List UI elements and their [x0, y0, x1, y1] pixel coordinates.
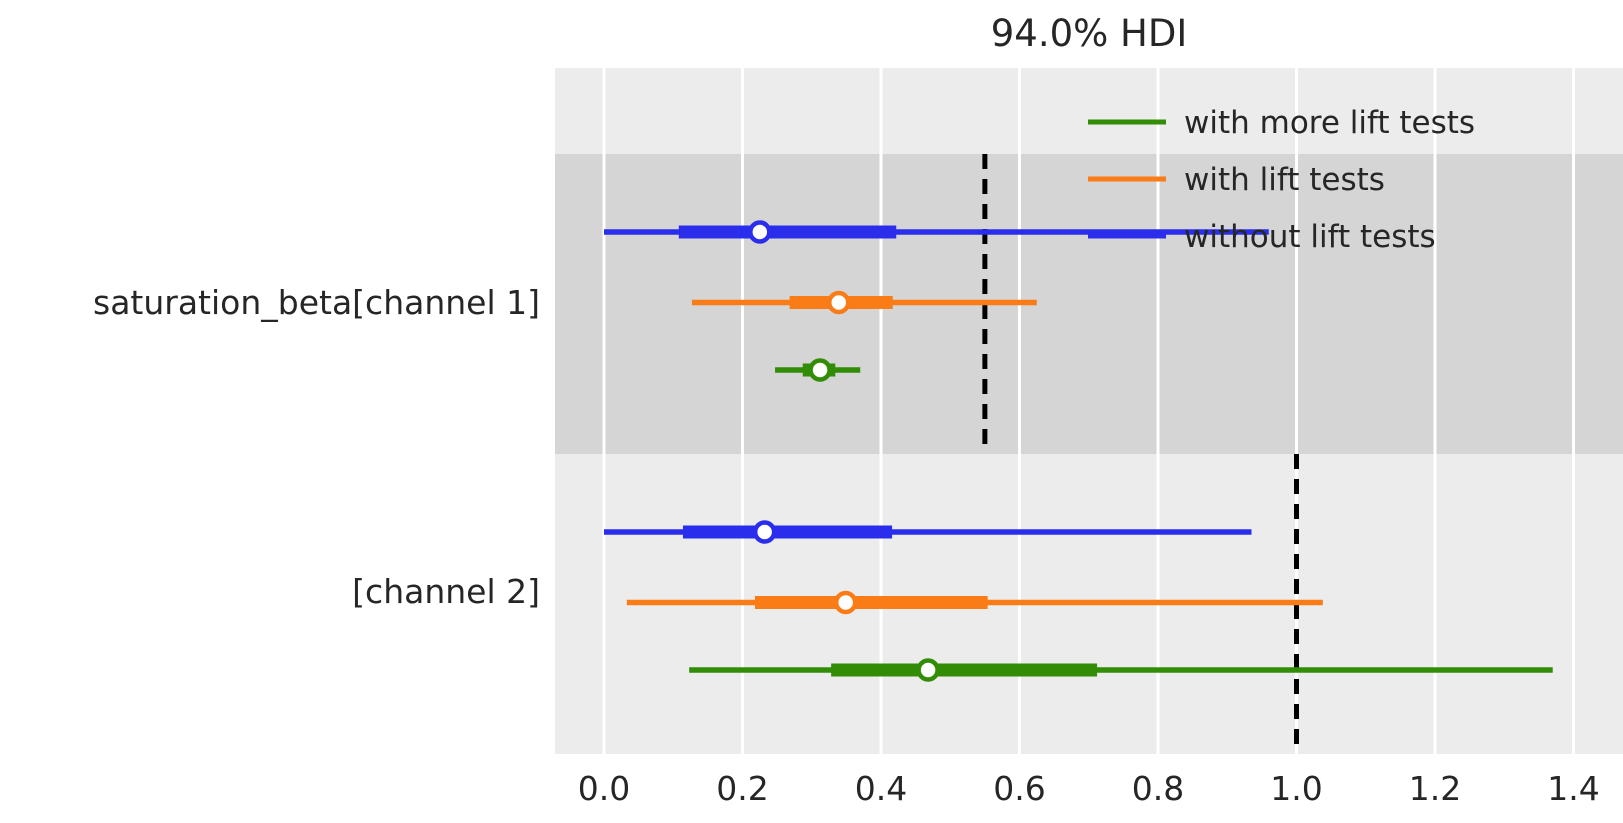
median-marker: [808, 358, 832, 382]
x-tick-label: 1.2: [1409, 769, 1461, 808]
x-tick-label: 1.4: [1547, 769, 1599, 808]
median-marker: [748, 220, 772, 244]
x-tick-label: 1.0: [1270, 769, 1322, 808]
median-marker: [752, 520, 777, 544]
legend-label: with lift tests: [1184, 162, 1385, 198]
y-axis-label-channel-2: [channel 2]: [352, 572, 540, 611]
y-axis-label-channel-1: saturation_beta[channel 1]: [93, 283, 540, 322]
median-marker: [833, 590, 858, 615]
median-marker: [827, 290, 851, 315]
x-tick-label: 0.4: [855, 769, 907, 808]
legend-label: with more lift tests: [1184, 105, 1475, 141]
x-tick-label: 0.8: [1132, 769, 1184, 808]
x-tick-label: 0.6: [993, 769, 1045, 808]
x-tick-label: 0.2: [716, 769, 768, 808]
median-marker: [916, 658, 940, 682]
chart-title: 94.0% HDI: [990, 12, 1188, 55]
legend-label: without lift tests: [1184, 219, 1436, 255]
x-tick-label: 0.0: [578, 769, 630, 808]
